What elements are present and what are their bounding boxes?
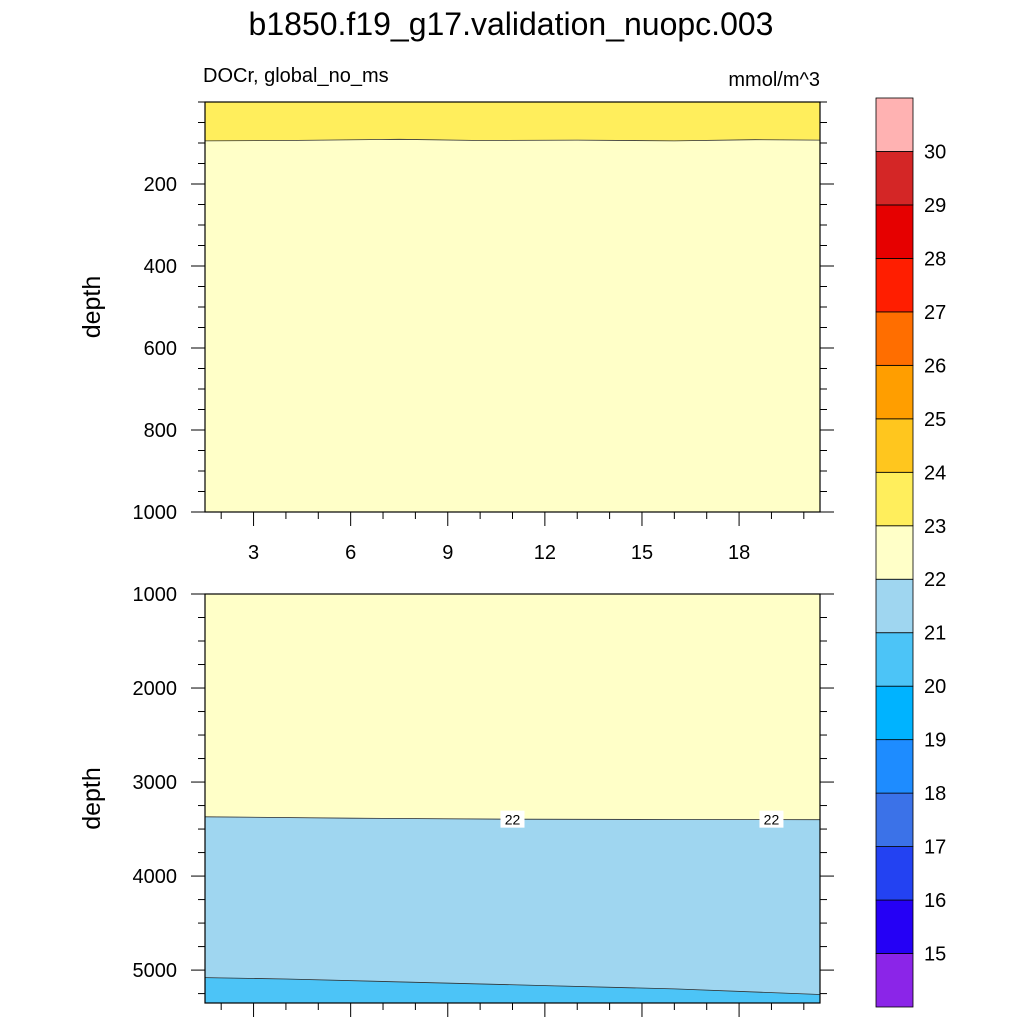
colorbar-swatch	[875, 364, 914, 420]
variable-label: DOCr, global_no_ms	[203, 65, 389, 87]
colorbar-label: 21	[924, 623, 946, 645]
colorbar-label: 22	[924, 569, 946, 591]
upper-depth-panel: 200 400 600 800 1000 depth	[78, 101, 834, 526]
x-tick-label: 3	[248, 542, 259, 564]
x-tick-label: 9	[442, 542, 453, 564]
contour-band-22-23	[204, 593, 821, 821]
colorbar-swatch	[875, 204, 914, 259]
colorbar-label: 17	[924, 837, 946, 859]
colorbar-label: 16	[924, 890, 946, 912]
contour-band-21-22	[204, 816, 821, 995]
y-tick-label: 2000	[133, 678, 178, 700]
colorbar-swatch	[875, 953, 914, 1008]
colorbar-swatch	[875, 97, 914, 152]
lower-depth-panel: 22 22 1000 2000 3000 4000 5000 depth	[78, 584, 834, 1017]
colorbar-swatch	[875, 311, 914, 366]
colorbar-swatch	[875, 258, 914, 313]
x-tick-label: 18	[728, 542, 750, 564]
y-tick-label: 5000	[133, 960, 178, 982]
colorbar: 15 16 17 18 19 20 21 22 23 24 25 26 27 28 29 30	[875, 97, 946, 1008]
y-tick-label: 400	[144, 256, 177, 278]
colorbar-label: 15	[924, 944, 946, 966]
colorbar-label: 28	[924, 248, 946, 270]
x-tick-label: 12	[534, 542, 556, 564]
y-tick-label: 1000	[133, 584, 178, 606]
contour-line	[204, 138, 821, 142]
chart-title: b1850.f19_g17.validation_nuopc.003	[249, 6, 774, 42]
y-axis-label: depth	[78, 767, 106, 830]
colorbar-label: 26	[924, 355, 946, 377]
y-tick-label: 800	[144, 420, 177, 442]
x-tick-labels: 3 6 9 12 15 18	[248, 542, 750, 564]
y-tick-label: 1000	[133, 502, 178, 524]
y-tick-label: 4000	[133, 866, 178, 888]
colorbar-swatch	[875, 471, 914, 527]
y-axis-label: depth	[78, 276, 106, 339]
contour-label: 22	[505, 812, 521, 828]
contour-band-23-24	[204, 101, 821, 142]
colorbar-swatch	[875, 899, 914, 954]
colorbar-swatch	[875, 846, 914, 901]
colorbar-label: 20	[924, 676, 946, 698]
colorbar-label: 29	[924, 195, 946, 217]
colorbar-swatch	[875, 525, 914, 580]
colorbar-swatch	[875, 792, 914, 847]
colorbar-label: 23	[924, 516, 946, 538]
contour-line	[204, 977, 821, 995]
y-tick-label: 200	[144, 174, 177, 196]
colorbar-label: 27	[924, 302, 946, 324]
contour-label-bg	[500, 810, 525, 828]
units-label: mmol/m^3	[728, 69, 820, 91]
colorbar-label: 30	[924, 141, 946, 163]
contour-label: 22	[764, 812, 780, 828]
colorbar-swatch	[875, 739, 914, 794]
colorbar-label: 24	[924, 462, 946, 484]
y-tick-label: 600	[144, 338, 177, 360]
colorbar-label: 18	[924, 783, 946, 805]
x-tick-label: 6	[345, 542, 356, 564]
colorbar-swatch	[875, 578, 914, 634]
colorbar-swatch	[875, 632, 914, 687]
y-tick-label: 3000	[133, 772, 178, 794]
colorbar-swatch	[875, 418, 914, 473]
colorbar-swatch	[875, 685, 914, 741]
colorbar-label: 19	[924, 730, 946, 752]
contour-band-22-23	[204, 138, 821, 513]
colorbar-label: 25	[924, 409, 946, 431]
x-tick-label: 15	[631, 542, 653, 564]
contour-label-bg	[759, 810, 784, 828]
colorbar-swatch	[875, 151, 914, 206]
